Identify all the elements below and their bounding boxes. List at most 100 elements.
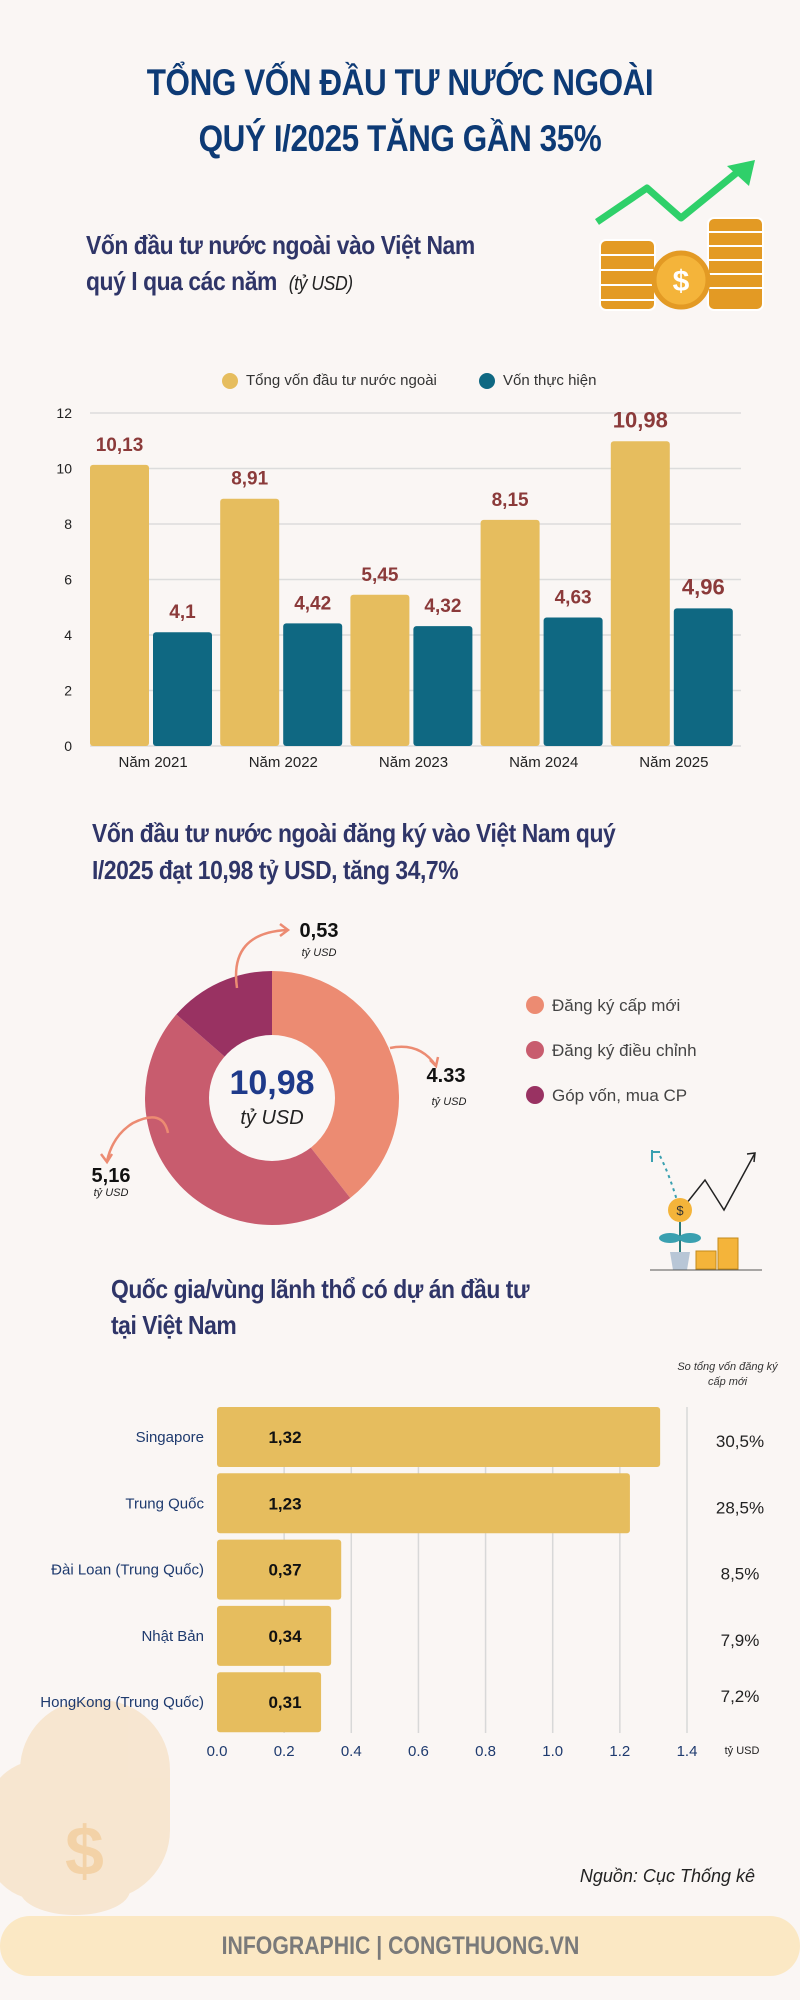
section3-title-line1: Quốc gia/vùng lãnh thổ có dự án đầu tư	[111, 1274, 530, 1304]
data-label: 10,98	[613, 407, 668, 432]
bar-chart-yearly: 0 2 4 6 8 10 12 10,13 4,1 Năm 2021 8,91 4,42 Năm 202…	[56, 405, 741, 771]
country-bar	[217, 1473, 630, 1534]
legend-item-total: Tổng vốn đầu tư nước ngoài	[222, 372, 437, 389]
footer-text: INFOGRAPHIC | CONGTHUONG.VN	[221, 1931, 579, 1960]
slice-unit-label: tỷ USD	[302, 947, 337, 959]
country-bar	[217, 1539, 342, 1600]
section2-title-line2: I/2025 đạt 10,98 tỷ USD, tăng 34,7%	[92, 855, 459, 885]
callout-arrow	[389, 1045, 438, 1067]
x-tick-label: 0.6	[408, 1743, 429, 1760]
country-bar	[217, 1605, 332, 1666]
donut-center-unit: tỷ USD	[240, 1107, 303, 1129]
data-label: 4,32	[424, 596, 461, 617]
bar-value-label: 1,23	[268, 1494, 301, 1513]
x-tick-label: Năm 2025	[639, 754, 708, 771]
legend-label: Đăng ký cấp mới	[552, 996, 680, 1015]
source-note: Nguồn: Cục Thống kê	[579, 1866, 755, 1886]
data-label: 5,45	[361, 565, 398, 586]
donut-slice	[272, 971, 399, 1199]
svg-text:$: $	[676, 1203, 684, 1218]
y-tick-label: 12	[56, 405, 72, 421]
y-tick-label: 8	[64, 516, 72, 532]
faded-coins-decoration: $	[0, 1700, 170, 1915]
x-tick-label: Năm 2021	[118, 754, 187, 771]
section2-title-line1: Vốn đầu tư nước ngoài đăng ký vào Việt N…	[92, 818, 616, 848]
share-column-header: So tổng vốn đăng ký cấp mới	[677, 1361, 778, 1388]
callout-arrow-head	[100, 1153, 114, 1165]
legend-swatch-gold	[222, 372, 238, 389]
slice-value-label: 5,16	[92, 1165, 131, 1187]
y-tick-label: 6	[64, 572, 72, 588]
legend-label: Góp vốn, mua CP	[552, 1086, 687, 1105]
x-tick-label: Năm 2022	[249, 754, 318, 771]
bar-value-label: 0,34	[268, 1627, 302, 1646]
bar-total	[90, 464, 149, 746]
country-bar	[217, 1407, 661, 1467]
callout-arrow	[105, 1116, 170, 1162]
money-plant-icon: $	[650, 1150, 762, 1271]
bar-realized	[413, 626, 473, 746]
x-tick-label: 1.4	[677, 1743, 698, 1760]
section3-title-line2: tại Việt Nam	[111, 1310, 237, 1340]
slice-unit-label: tỷ USD	[432, 1096, 467, 1108]
legend-swatch	[526, 1041, 544, 1059]
data-label: 4,1	[169, 602, 196, 623]
legend-swatch	[526, 996, 544, 1014]
x-tick-label: Năm 2024	[509, 754, 578, 771]
y-tick-label: 0	[64, 738, 72, 754]
donut-chart: 10,98 tỷ USD 4.33 tỷ USD Đăng ký cấp mới 5,16…	[92, 920, 697, 1225]
country-bar	[217, 1672, 322, 1733]
main-title-line2: QUÝ I/2025 TĂNG GẦN 35%	[198, 118, 602, 159]
data-label: 4,42	[294, 593, 331, 614]
share-percent: 30,5%	[716, 1432, 764, 1451]
footer-banner: INFOGRAPHIC | CONGTHUONG.VN	[0, 1916, 800, 1976]
horizontal-bar-chart-countries: 0.0 0.2 0.4 0.6 0.8 1.0 1.2 1.4 tỷ USD Singapore 1…	[40, 1407, 764, 1760]
legend-label-total: Tổng vốn đầu tư nước ngoài	[246, 372, 437, 389]
data-label: 10,13	[96, 435, 144, 456]
legend-label-realized: Vốn thực hiện	[503, 372, 597, 389]
data-label: 8,91	[231, 469, 268, 490]
y-tick-label: 2	[64, 683, 72, 699]
legend-swatch	[526, 1086, 544, 1104]
section1-title-line2: quý I qua các năm	[86, 266, 277, 296]
country-label: HongKong (Trung Quốc)	[40, 1694, 204, 1711]
legend-swatch-teal	[479, 372, 495, 389]
bar-value-label: 1,32	[268, 1428, 301, 1447]
bar-total	[220, 498, 280, 746]
callout-arrow-head	[279, 923, 291, 937]
country-label: Trung Quốc	[125, 1495, 204, 1512]
legend-item-realized: Vốn thực hiện	[479, 372, 596, 389]
bar-realized	[283, 623, 343, 746]
bar-realized	[153, 632, 212, 746]
bar-realized	[673, 608, 733, 746]
donut-hole	[209, 1035, 335, 1161]
x-tick-label: 1.2	[609, 1743, 630, 1760]
slice-value-label: 0,53	[300, 920, 339, 942]
bar-realized	[543, 617, 603, 746]
x-tick-label: 1.0	[542, 1743, 563, 1760]
y-tick-label: 4	[64, 627, 72, 643]
svg-text:$: $	[65, 1812, 104, 1890]
bar-value-label: 0,31	[268, 1693, 301, 1712]
country-label: Nhật Bản	[141, 1628, 204, 1645]
slice-unit-label: tỷ USD	[94, 1187, 129, 1199]
callout-arrow	[234, 928, 288, 989]
y-tick-label: 10	[56, 461, 72, 477]
country-label: Singapore	[136, 1429, 204, 1446]
callout-arrow-head	[429, 1056, 440, 1069]
bar-total	[610, 441, 670, 746]
legend-label: Đăng ký điều chỉnh	[552, 1041, 697, 1060]
section1-unit: (tỷ USD)	[288, 273, 353, 295]
data-label: 4,96	[682, 574, 725, 599]
section1-title-line1: Vốn đầu tư nước ngoài vào Việt Nam	[86, 230, 475, 260]
x-tick-label: 0.8	[475, 1743, 496, 1760]
x-tick-label: 0.2	[274, 1743, 295, 1760]
svg-text:$: $	[673, 265, 690, 298]
slice-value-label: 4.33	[427, 1065, 466, 1087]
x-tick-label: 0.4	[341, 1743, 362, 1760]
x-tick-label: Năm 2023	[379, 754, 448, 771]
x-tick-label: 0.0	[207, 1743, 228, 1760]
data-label: 8,15	[492, 490, 529, 511]
bar-value-label: 0,37	[268, 1561, 301, 1580]
